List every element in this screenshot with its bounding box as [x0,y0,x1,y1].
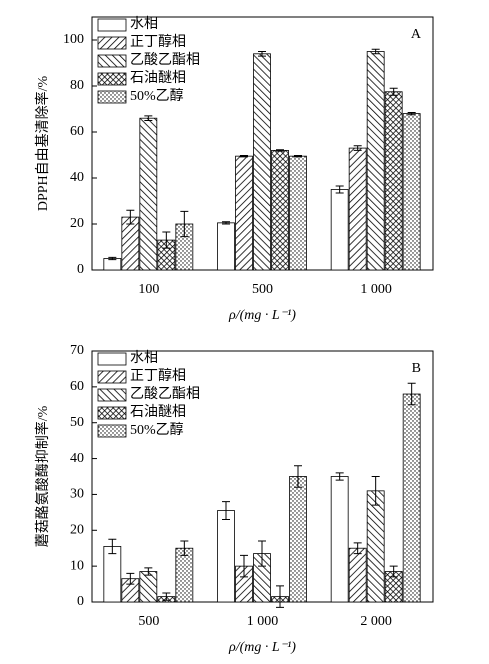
error-bar [371,48,380,55]
y-tick-label: 50 [70,415,84,430]
error-bar [389,87,398,96]
x-axis-label: ρ/(mg · L⁻¹) [228,308,296,323]
y-axis-label: 蘑菇酪氨酸酶抑制率/% [34,405,51,547]
bar [366,51,385,271]
error-bar [144,115,153,121]
x-tick-label: 500 [252,282,273,297]
legend-label: 石油醚相 [130,404,186,420]
error-bar [258,540,266,567]
legend-label: 50%乙醇 [130,421,184,438]
legend-swatch [97,54,127,68]
bar [217,510,235,603]
error-bar [258,51,266,57]
error-bar [180,210,189,238]
legend-label: 乙酸乙酯相 [130,386,200,402]
error-bar [126,572,135,585]
y-tick-label: 40 [70,451,84,466]
error-bar [335,472,344,481]
y-tick-label: 80 [70,78,84,93]
error-bar [222,501,230,521]
error-bar [126,209,135,225]
x-tick-label: 500 [138,614,159,629]
bar [121,216,140,271]
bar [402,393,421,603]
legend-label: 正丁醇相 [130,367,186,384]
bar [348,547,367,603]
bar [253,53,271,271]
y-tick-label: 30 [70,487,84,502]
y-tick-label: 70 [70,343,84,358]
error-bar [276,149,284,152]
bar [271,149,289,271]
legend-swatch [97,18,127,32]
x-tick-label: 2 000 [360,614,392,629]
legend-label: 乙酸乙酯相 [130,52,200,68]
bar [175,547,194,603]
error-bar [389,565,398,578]
error-bar [407,382,416,406]
panel-label: A [411,27,422,42]
y-tick-label: 20 [70,523,84,538]
y-tick-label: 60 [70,379,84,394]
bar [366,490,385,603]
bar [384,91,403,271]
bar [103,258,122,271]
legend-swatch [97,370,127,384]
legend-swatch [97,424,127,438]
legend-label: 正丁醇相 [130,33,186,50]
error-bar [108,538,117,555]
legend-swatch [97,90,127,104]
y-tick-label: 10 [70,558,84,573]
error-bar [108,256,117,261]
error-bar [371,476,380,506]
error-bar [276,585,284,608]
x-tick-label: 1 000 [247,614,279,629]
bar [402,113,421,271]
legend-swatch [97,352,127,366]
bar [235,155,253,271]
error-bar [162,231,171,249]
y-tick-label: 0 [77,262,84,277]
error-bar [222,221,230,225]
legend-swatch [97,388,127,402]
legend-swatch [97,72,127,86]
legend-label: 石油醚相 [130,70,186,86]
x-axis-label: ρ/(mg · L⁻¹) [228,640,296,655]
legend-label: 水相 [130,350,158,366]
error-bar [294,154,302,158]
y-tick-label: 60 [70,124,84,139]
legend-swatch [97,406,127,420]
bar [330,189,349,271]
error-bar [335,185,344,194]
error-bar [353,145,362,151]
bar [217,222,235,271]
error-bar [407,111,416,116]
error-bar [180,540,189,556]
x-tick-label: 1 000 [360,282,392,297]
legend-label: 水相 [130,16,158,32]
bar [139,571,158,603]
bar [289,476,307,603]
legend-swatch [97,36,127,50]
bar [139,117,158,271]
bar [348,147,367,271]
legend-label: 50%乙醇 [130,87,184,104]
y-tick-label: 40 [70,170,84,185]
y-tick-label: 20 [70,216,84,231]
x-tick-label: 100 [138,282,159,297]
error-bar [162,592,171,601]
bar [103,546,122,603]
error-bar [240,154,248,158]
error-bar [353,542,362,555]
bar [330,476,349,603]
panel-label: B [412,361,421,376]
y-tick-label: 0 [77,594,84,609]
error-bar [294,465,302,488]
bar [289,155,307,271]
y-axis-label: DPPH自由基清除率/% [34,75,51,211]
error-bar [144,567,153,576]
error-bar [240,554,248,578]
y-tick-label: 100 [63,32,84,47]
